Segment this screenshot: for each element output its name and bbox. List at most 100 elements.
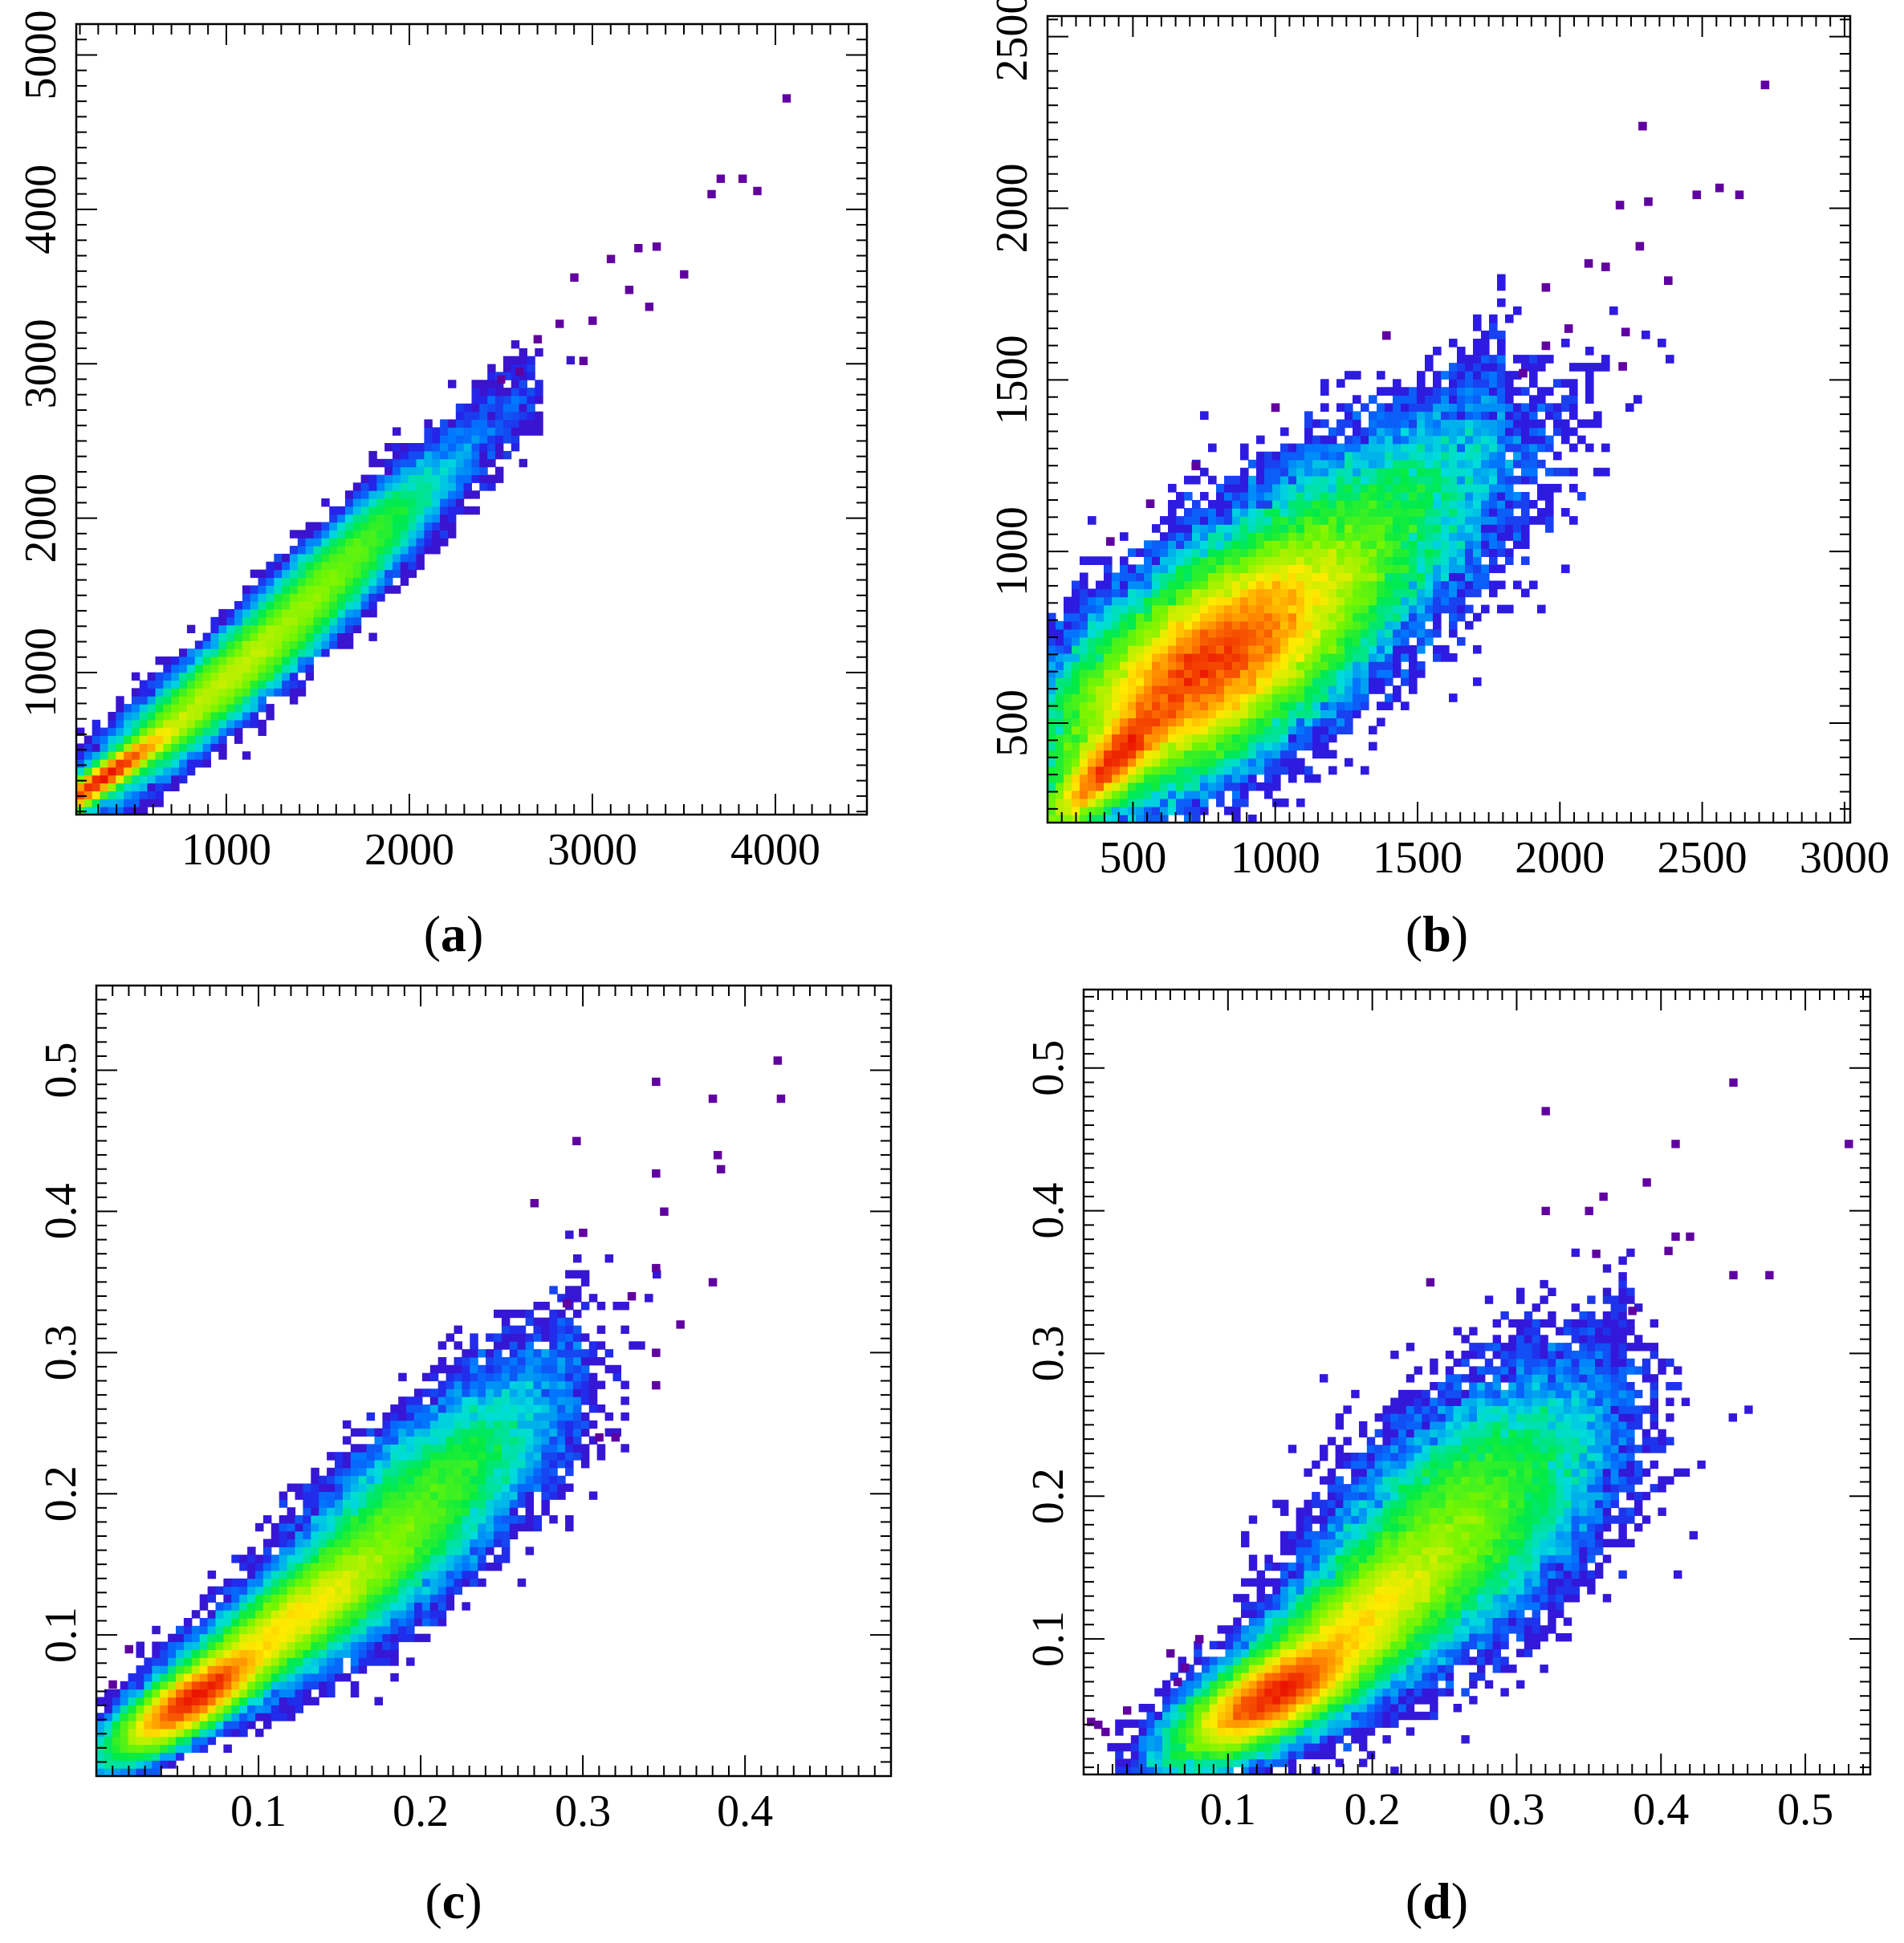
heat-cell: [1056, 815, 1064, 823]
heat-cell: [1288, 774, 1297, 783]
heat-cell: [408, 569, 417, 579]
heat-cell: [1328, 661, 1337, 670]
heat-cell: [287, 1681, 296, 1690]
heat-cell: [1208, 693, 1217, 702]
heat-cell: [231, 1689, 240, 1698]
outlier-point: [1644, 197, 1653, 206]
heat-cell: [350, 1555, 360, 1563]
heat-cell: [179, 743, 188, 752]
heat-cell: [1240, 774, 1249, 783]
heat-cell: [541, 1460, 550, 1469]
heat-cell: [1240, 750, 1249, 759]
heat-cell: [398, 1460, 407, 1469]
heat-cell: [1481, 371, 1490, 380]
heat-cell: [226, 648, 235, 657]
panel-c: 0.1 0.2 0.3 0.40.10.20.30.40.5(c): [36, 984, 893, 1929]
heat-cell: [1449, 475, 1458, 485]
heat-cell: [462, 1547, 470, 1555]
heat-cell: [393, 498, 401, 507]
heat-cell: [92, 759, 101, 768]
heat-cell: [1449, 403, 1458, 413]
heat-cell: [1112, 750, 1121, 759]
heat-cell: [295, 1602, 303, 1611]
heat-cell: [358, 1428, 368, 1437]
heat-cell: [319, 1641, 328, 1650]
heat-cell: [366, 1452, 376, 1461]
heat-cell: [1096, 693, 1105, 702]
heat-cell: [352, 601, 362, 610]
heat-cell: [368, 601, 377, 610]
heat-cell: [1441, 371, 1450, 380]
outlier-point: [1635, 242, 1645, 251]
heat-cell: [1136, 798, 1145, 807]
heat-cell: [1328, 604, 1337, 614]
heat-cell: [321, 601, 330, 610]
heat-cell: [136, 1697, 144, 1705]
heat-cell: [76, 782, 85, 791]
heat-cell: [1248, 774, 1257, 783]
heat-cell: [139, 735, 148, 744]
heat-cell: [1264, 758, 1273, 767]
heat-cell: [1505, 314, 1514, 323]
heat-cell: [1328, 620, 1337, 630]
heat-cell: [1136, 709, 1145, 718]
heat-cell: [239, 1563, 248, 1571]
heat-cell: [1601, 467, 1610, 477]
heat-cell: [390, 1641, 399, 1650]
heat-cell: [1521, 387, 1530, 396]
heat-cell: [414, 1618, 423, 1627]
heat-cell: [128, 1697, 137, 1705]
heat-cell: [1264, 540, 1273, 549]
heat-cell: [1048, 766, 1056, 775]
heat-cell: [152, 1657, 161, 1666]
heat-cell: [1160, 620, 1169, 630]
heat-cell: [329, 640, 338, 649]
heat-cell: [199, 1625, 209, 1635]
heat-cell: [311, 1515, 319, 1524]
heat-cell: [1208, 628, 1217, 638]
heat-cell: [437, 1507, 447, 1516]
heat-cell: [1296, 798, 1305, 807]
heat-cell: [1064, 742, 1072, 751]
heat-cell: [289, 696, 299, 705]
heat-cell: [471, 435, 480, 444]
heat-cell: [226, 712, 235, 721]
heat-cell: [1336, 693, 1345, 702]
heat-cell: [1377, 403, 1385, 413]
heat-cell: [1120, 782, 1129, 791]
heat-cell: [1264, 556, 1273, 565]
heat-cell: [321, 593, 330, 602]
heat-cell: [1385, 492, 1393, 501]
heat-cell: [1208, 508, 1217, 517]
heat-cell: [390, 1460, 399, 1469]
heat-cell: [573, 1444, 582, 1453]
heat-cell: [374, 1633, 383, 1643]
heat-cell: [1240, 612, 1249, 622]
heat-cell: [390, 1475, 399, 1485]
heat-cell: [1353, 459, 1361, 469]
heat-cell: [440, 458, 449, 468]
heat-cell: [234, 719, 243, 729]
heat-cell: [1248, 742, 1257, 751]
heat-cell: [463, 482, 472, 491]
heat-cell: [311, 1483, 319, 1492]
heat-cell: [179, 727, 188, 736]
heat-cell: [511, 403, 520, 413]
heat-cell: [1112, 572, 1121, 582]
heat-cell: [344, 616, 354, 626]
heat-cell: [1417, 564, 1426, 574]
heat-cell: [424, 435, 433, 444]
heat-cell: [297, 561, 307, 571]
heat-cell: [470, 1570, 478, 1579]
heat-cell: [1625, 403, 1634, 413]
heat-cell: [1208, 782, 1217, 791]
heat-cell: [1280, 677, 1289, 686]
heat-cell: [1457, 524, 1466, 533]
heat-cell: [1072, 774, 1080, 783]
heat-cell: [1497, 475, 1506, 485]
heat-cell: [1296, 508, 1305, 517]
heat-cell: [1393, 483, 1402, 493]
heat-cell: [495, 474, 504, 483]
heat-cell: [1393, 628, 1402, 638]
heat-cell: [311, 1633, 319, 1643]
